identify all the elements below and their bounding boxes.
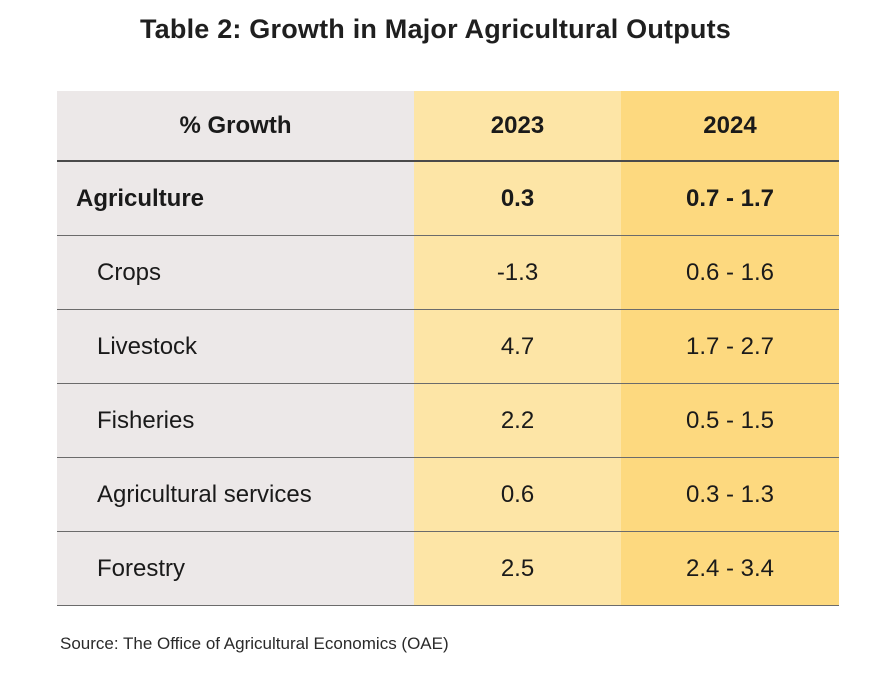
row-label: Crops (57, 235, 414, 310)
cell-2024: 0.6 - 1.6 (621, 235, 839, 310)
row-label: Agriculture (57, 161, 414, 236)
header-2024: 2024 (621, 91, 839, 162)
header-2023: 2023 (414, 91, 621, 162)
source-note: Source: The Office of Agricultural Econo… (60, 634, 449, 653)
table-row: Livestock 4.7 1.7 - 2.7 (57, 309, 839, 384)
cell-2024: 0.5 - 1.5 (621, 383, 839, 458)
table-row: Crops -1.3 0.6 - 1.6 (57, 235, 839, 310)
row-label: Forestry (57, 531, 414, 606)
header-growth: % Growth (57, 91, 414, 162)
table-row: Fisheries 2.2 0.5 - 1.5 (57, 383, 839, 458)
cell-2023: 4.7 (414, 309, 621, 384)
cell-2023: 2.2 (414, 383, 621, 458)
cell-2023: 0.3 (414, 161, 621, 236)
row-label: Agricultural services (57, 457, 414, 532)
table-title: Table 2: Growth in Major Agricultural Ou… (139, 14, 732, 44)
row-label: Fisheries (57, 383, 414, 458)
cell-2024: 0.7 - 1.7 (621, 161, 839, 236)
cell-2024: 2.4 - 3.4 (621, 531, 839, 606)
table-row: Agricultural services 0.6 0.3 - 1.3 (57, 457, 839, 532)
cell-2023: 2.5 (414, 531, 621, 606)
row-label: Livestock (57, 309, 414, 384)
table-row: Agriculture 0.3 0.7 - 1.7 (57, 161, 839, 236)
cell-2024: 1.7 - 2.7 (621, 309, 839, 384)
table-row: Forestry 2.5 2.4 - 3.4 (57, 531, 839, 606)
cell-2023: 0.6 (414, 457, 621, 532)
table-header-row: % Growth 2023 2024 (57, 91, 839, 162)
cell-2024: 0.3 - 1.3 (621, 457, 839, 532)
cell-2023: -1.3 (414, 235, 621, 310)
growth-table: % Growth 2023 2024 Agriculture 0.3 0.7 -… (57, 91, 839, 606)
